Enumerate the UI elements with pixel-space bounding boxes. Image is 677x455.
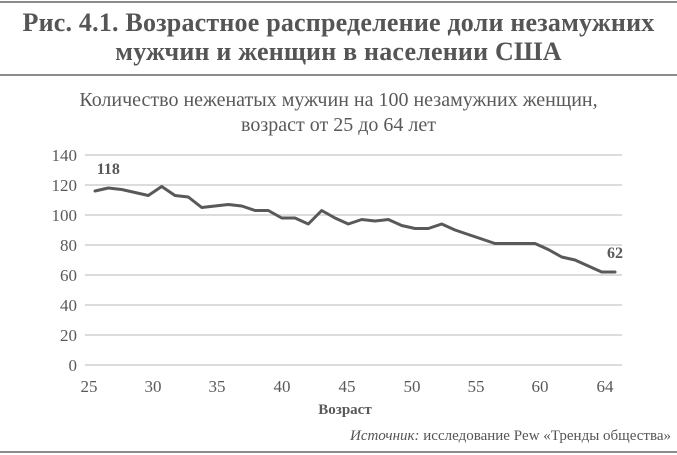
figure-title: Рис. 4.1. Возрастное распределение доли … [0, 8, 677, 66]
series-line [93, 185, 617, 274]
x-tick-label: 35 [209, 377, 226, 396]
y-tick-label: 120 [52, 176, 78, 195]
chart-title-line-2: возраст от 25 до 64 лет [241, 114, 436, 136]
source-note: Источник: исследование Pew «Тренды общес… [350, 428, 671, 445]
figure-title-line-2: мужчин и женщин в населении США [115, 37, 562, 66]
x-tick-label: 60 [532, 377, 549, 396]
bottom-rule [0, 451, 677, 453]
y-tick-label: 20 [60, 326, 77, 345]
x-tick-label: 25 [81, 377, 98, 396]
top-rule [0, 1, 677, 3]
x-tick-label: 45 [339, 377, 356, 396]
y-tick-label: 100 [52, 206, 78, 225]
x-axis-label: Возраст [318, 402, 372, 418]
data-label: 62 [607, 245, 623, 262]
x-axis-ticks: 25 30 35 40 45 50 55 60 64 [81, 377, 615, 396]
y-tick-label: 140 [52, 146, 78, 165]
y-tick-label: 60 [60, 266, 77, 285]
y-tick-label: 0 [69, 356, 78, 375]
y-tick-label: 80 [60, 236, 77, 255]
x-tick-label: 55 [468, 377, 485, 396]
x-tick-label: 30 [145, 377, 162, 396]
data-labels: 118 62 [97, 161, 623, 262]
x-tick-label: 50 [404, 377, 421, 396]
chart-title: Количество неженатых мужчин на 100 незам… [0, 88, 677, 138]
title-separator [0, 74, 677, 76]
figure-title-line-1: Рис. 4.1. Возрастное распределение доли … [22, 8, 655, 37]
y-axis-ticks: 0 20 40 60 80 100 120 140 [52, 146, 78, 375]
y-tick-label: 40 [60, 296, 77, 315]
chart-title-line-1: Количество неженатых мужчин на 100 незам… [79, 89, 598, 111]
gridlines [85, 154, 622, 366]
source-label: Источник: [349, 428, 420, 444]
x-tick-label: 64 [597, 377, 615, 396]
x-tick-label: 40 [274, 377, 291, 396]
data-label: 118 [97, 161, 120, 178]
source-text: исследование Pew «Тренды общества» [419, 428, 671, 444]
